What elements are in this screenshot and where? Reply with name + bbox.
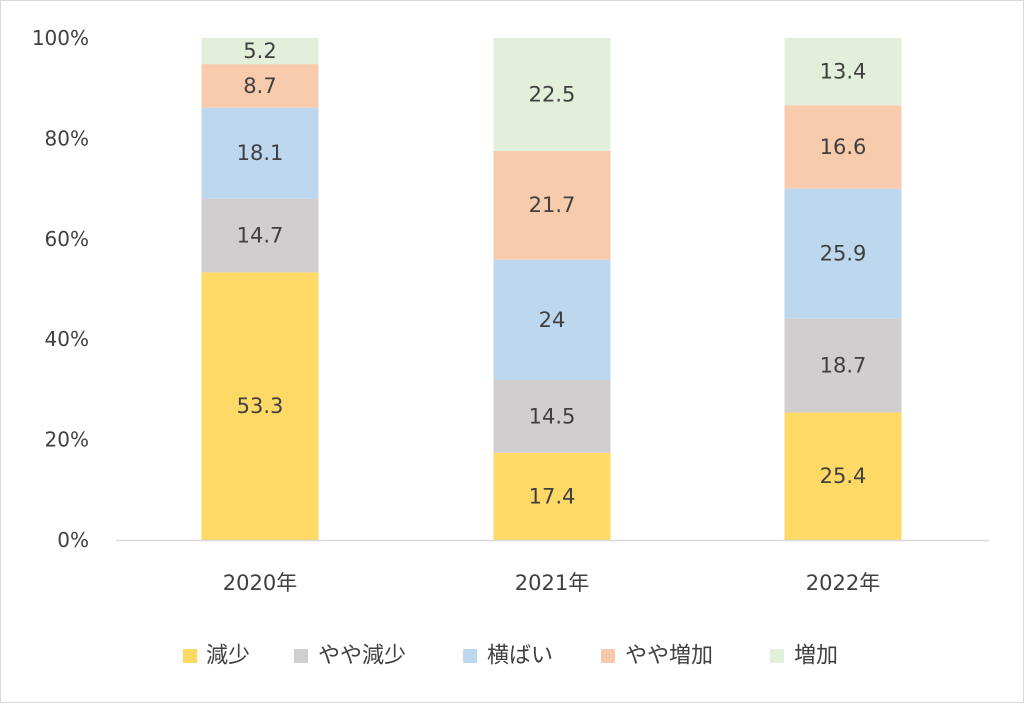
data-label-series-1-1: 53.3 (237, 394, 284, 418)
data-label-series-1-3: 25.4 (820, 464, 867, 488)
y-tick-label: 20% (45, 428, 89, 452)
bar-series-5-2 (493, 38, 611, 151)
x-category-label: 2020年 (223, 571, 297, 595)
bar-series-5-1 (201, 38, 319, 65)
legend-label-series-1: 減少 (206, 644, 250, 669)
bar-series-1-3 (784, 412, 902, 540)
data-label-series-1-2: 17.4 (529, 484, 576, 508)
data-label-series-5-3: 13.4 (820, 60, 867, 84)
data-label-series-2-3: 18.7 (820, 354, 867, 378)
data-label-series-3-1: 18.1 (237, 141, 284, 165)
data-label-series-4-3: 16.6 (820, 135, 867, 159)
legend: 減少 やや減少 横ばい やや増加 増加 (183, 644, 838, 669)
data-label-series-5-1: 5.2 (243, 39, 276, 63)
bars-layer (201, 38, 902, 540)
bar-series-2-3 (784, 318, 902, 413)
bar-series-2-1 (201, 198, 319, 273)
legend-swatch-series-5 (770, 649, 784, 663)
legend-swatch-series-2 (294, 649, 308, 663)
legend-swatch-series-4 (601, 649, 615, 663)
y-axis-ticks: 0% 20% 40% 60% 80% 100% (32, 26, 89, 552)
data-label-series-3-3: 25.9 (820, 242, 867, 266)
y-tick-label: 0% (57, 528, 89, 552)
bar-series-4-1 (201, 64, 319, 108)
bar-series-3-1 (201, 107, 319, 199)
bar-series-2-2 (493, 380, 611, 453)
data-label-series-5-2: 22.5 (529, 82, 576, 106)
bar-series-1-2 (493, 452, 611, 540)
data-label-series-4-1: 8.7 (243, 74, 276, 98)
bar-series-4-2 (493, 150, 611, 260)
y-tick-label: 40% (45, 327, 89, 351)
y-tick-label: 60% (45, 227, 89, 251)
x-category-label: 2021年 (515, 571, 589, 595)
legend-label-series-2: やや減少 (318, 644, 406, 669)
legend-swatch-series-1 (183, 649, 197, 663)
bar-series-3-2 (493, 259, 611, 381)
data-label-series-2-2: 14.5 (529, 404, 576, 428)
bar-series-1-1 (201, 272, 319, 540)
data-label-series-2-1: 14.7 (237, 224, 284, 248)
legend-label-series-5: 増加 (794, 644, 838, 669)
legend-label-series-4: やや増加 (625, 644, 713, 669)
y-tick-label: 80% (45, 126, 89, 150)
x-category-label: 2022年 (806, 571, 880, 595)
data-label-series-4-2: 21.7 (529, 193, 576, 217)
y-tick-label: 100% (32, 26, 89, 50)
data-labels-layer: 53.3 14.7 18.1 8.7 5.2 17.4 14.5 24 21.7 22.5 25.4… (237, 39, 867, 508)
bar-series-3-3 (784, 188, 902, 319)
x-axis-categories: 2020年 2021年 2022年 (223, 571, 880, 595)
bar-series-4-3 (784, 105, 902, 189)
legend-label-series-3: 横ばい (487, 644, 553, 669)
data-label-series-3-2: 24 (539, 308, 566, 332)
legend-swatch-series-3 (463, 649, 477, 663)
bar-series-5-3 (784, 38, 902, 106)
